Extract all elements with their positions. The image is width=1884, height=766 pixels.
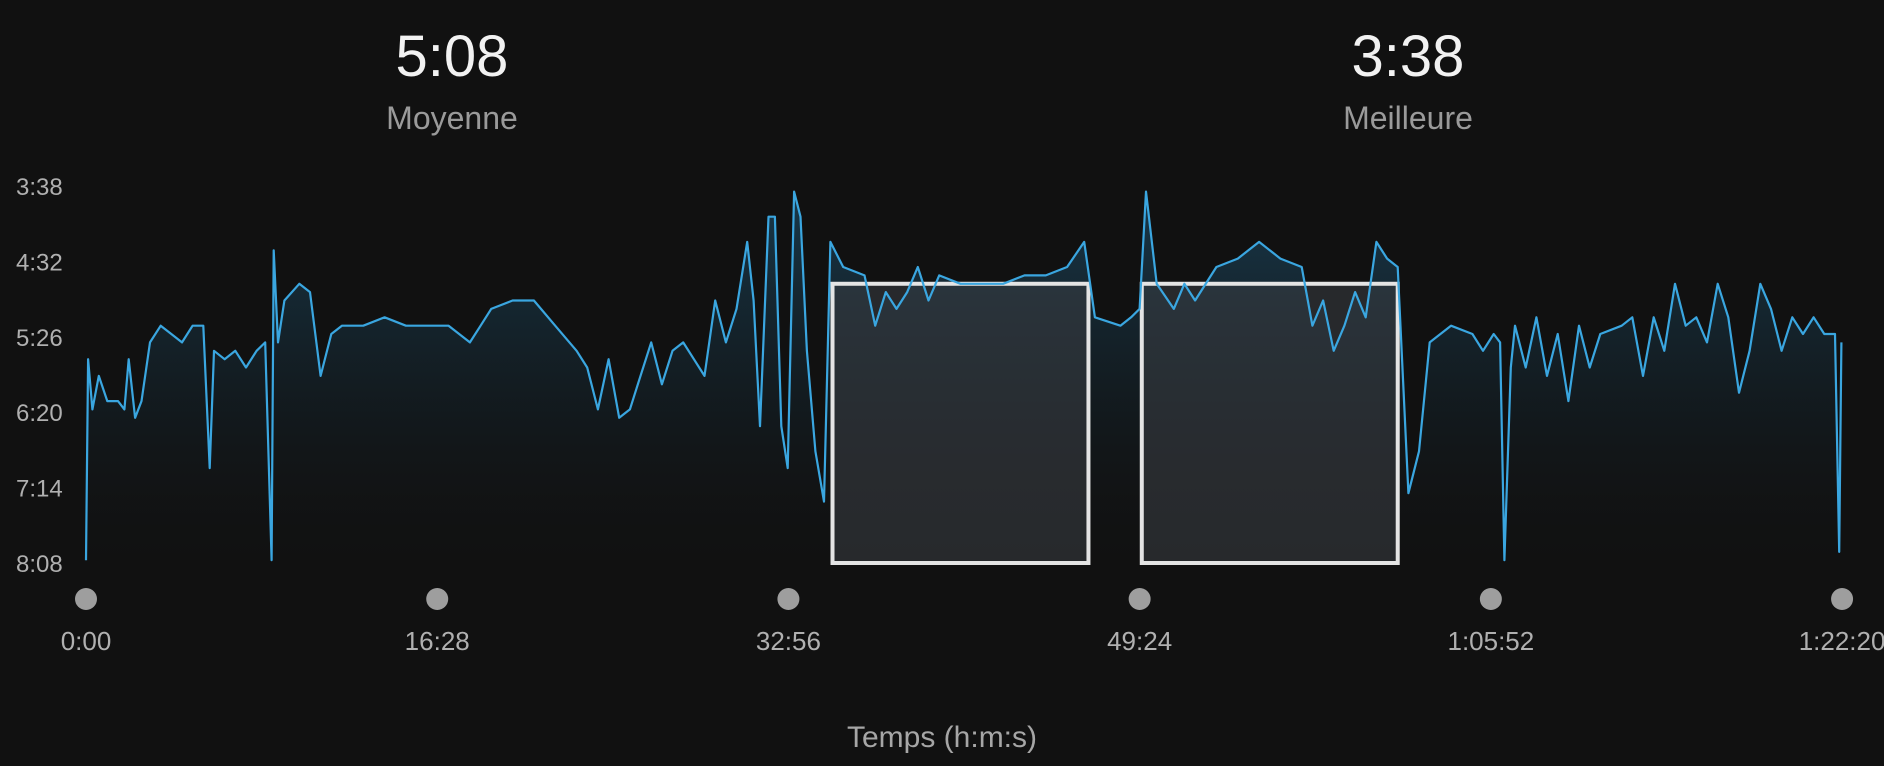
x-tick-marker-4[interactable]	[1479, 588, 1502, 610]
x-tick-label-3: 49:24	[1107, 626, 1172, 656]
y-tick-label-3: 6:20	[16, 400, 63, 427]
x-tick-label-5: 1:22:20	[1799, 626, 1884, 656]
y-axis-ticks: 3:38 4:32 5:26 6:20 7:14 8:08	[16, 174, 63, 578]
x-tick-marker-2[interactable]	[777, 588, 800, 610]
interval-highlight-0	[830, 281, 1091, 565]
y-tick-label-5: 8:08	[16, 551, 63, 578]
x-tick-label-0: 0:00	[61, 626, 112, 656]
average-pace-value: 5:08	[395, 24, 509, 89]
x-tick-marker-1[interactable]	[426, 588, 449, 610]
x-tick-marker-3[interactable]	[1128, 588, 1151, 610]
interval-highlights	[830, 281, 1400, 565]
x-tick-label-2: 32:56	[756, 626, 821, 656]
best-pace-stat: 3:38 Meilleure	[1228, 22, 1588, 140]
interval-highlight-1	[1139, 281, 1400, 565]
y-tick-label-2: 5:26	[16, 325, 63, 352]
x-tick-marker-0[interactable]	[75, 588, 97, 610]
y-tick-label-0: 3:38	[16, 174, 63, 201]
y-tick-label-1: 4:32	[16, 249, 63, 276]
x-tick-marker-5[interactable]	[1831, 588, 1854, 610]
x-tick-label-4: 1:05:52	[1447, 626, 1534, 656]
best-pace-value: 3:38	[1351, 24, 1465, 89]
average-pace-stat: 5:08 Moyenne	[272, 22, 632, 140]
best-pace-label: Meilleure	[1343, 100, 1473, 136]
y-tick-label-4: 7:14	[16, 476, 63, 503]
x-tick-label-1: 16:28	[405, 626, 470, 656]
average-pace-label: Moyenne	[386, 100, 518, 136]
x-axis-ticks[interactable]: 0:00 16:28 32:56 49:24 1:05:52 1:22:20	[61, 588, 1884, 656]
x-axis-title: Temps (h:m:s)	[846, 721, 1038, 754]
pace-series-line	[84, 190, 1843, 562]
